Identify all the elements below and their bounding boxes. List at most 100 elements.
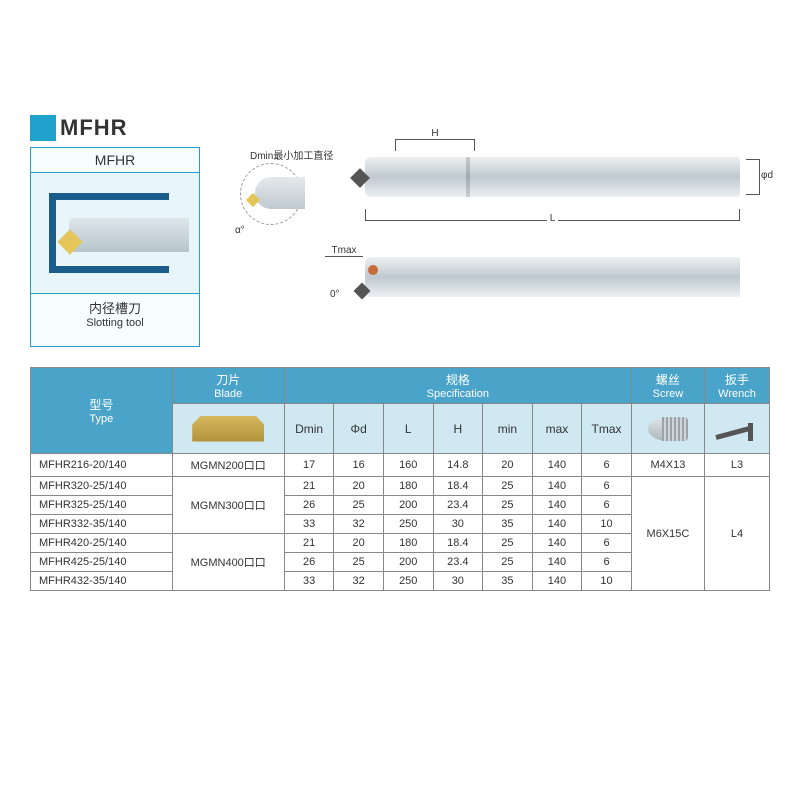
spec-col-0: Dmin	[284, 404, 334, 454]
cell-spec: 35	[483, 572, 533, 591]
cell-spec: 18.4	[433, 477, 483, 496]
col-wrench-cn: 扳手	[707, 371, 767, 388]
cell-spec: 10	[582, 572, 632, 591]
col-spec-cn: 规格	[287, 371, 629, 388]
cell-spec: 140	[532, 553, 582, 572]
schematic-box: MFHR 内径槽刀 Slotting tool	[30, 147, 200, 347]
cell-spec: 200	[383, 496, 433, 515]
cell-wrench: L4	[705, 477, 770, 591]
cell-type: MFHR332-35/140	[31, 515, 173, 534]
cell-type: MFHR216-20/140	[31, 454, 173, 477]
spec-col-4: min	[483, 404, 533, 454]
spec-table: 型号 Type 刀片 Blade 规格 Specification 螺丝 Scr…	[30, 367, 770, 591]
cell-spec: 32	[334, 572, 384, 591]
bar2-screw-dot	[368, 265, 378, 275]
col-type-en: Type	[33, 413, 170, 425]
col-spec-header: 规格 Specification	[284, 368, 631, 404]
screw-image-cell	[631, 404, 704, 454]
spec-col-1: Φd	[334, 404, 384, 454]
cell-spec: 30	[433, 515, 483, 534]
dmin-label: Dmin最小加工直径	[250, 147, 333, 162]
spec-col-5: max	[532, 404, 582, 454]
cell-spec: 32	[334, 515, 384, 534]
cell-spec: 140	[532, 454, 582, 477]
cell-spec: 140	[532, 515, 582, 534]
dimension-d-label: φd	[761, 170, 773, 181]
cell-spec: 6	[582, 553, 632, 572]
cell-spec: 25	[483, 496, 533, 515]
cell-spec: 26	[284, 553, 334, 572]
dimension-l-label: L	[547, 213, 559, 224]
cell-spec: 250	[383, 572, 433, 591]
col-screw-header: 螺丝 Screw	[631, 368, 704, 404]
cell-spec: 250	[383, 515, 433, 534]
cell-spec: 25	[483, 534, 533, 553]
schematic-footer-en: Slotting tool	[35, 317, 195, 329]
cell-spec: 23.4	[433, 496, 483, 515]
cell-spec: 17	[284, 454, 334, 477]
cell-spec: 25	[334, 553, 384, 572]
cell-spec: 6	[582, 477, 632, 496]
technical-drawings: Dmin最小加工直径 α° H L φd Tmax 0°	[230, 147, 770, 347]
schematic-footer-cn: 内径槽刀	[35, 298, 195, 317]
cell-type: MFHR420-25/140	[31, 534, 173, 553]
spec-col-2: L	[383, 404, 433, 454]
cell-blade: MGMN200口口	[172, 454, 284, 477]
tool-body-illustration	[69, 218, 189, 252]
alpha-label: α°	[235, 225, 245, 236]
col-wrench-en: Wrench	[707, 388, 767, 400]
col-type-cn: 型号	[33, 396, 170, 413]
spec-table-body: MFHR216-20/140MGMN200口口171616014.8201406…	[31, 454, 770, 591]
upper-section: MFHR 内径槽刀 Slotting tool Dmin最小加工直径 α° H …	[30, 147, 770, 347]
col-type-header: 型号 Type	[31, 368, 173, 454]
cell-spec: 20	[483, 454, 533, 477]
title-block	[30, 115, 56, 141]
cell-screw: M4X13	[631, 454, 704, 477]
cell-wrench: L3	[705, 454, 770, 477]
cell-spec: 6	[582, 454, 632, 477]
schematic-image	[31, 173, 199, 293]
blade-icon	[192, 416, 264, 442]
spec-col-6: Tmax	[582, 404, 632, 454]
cell-blade: MGMN300口口	[172, 477, 284, 534]
cell-spec: 26	[284, 496, 334, 515]
cell-spec: 23.4	[433, 553, 483, 572]
cell-spec: 180	[383, 477, 433, 496]
cell-spec: 16	[334, 454, 384, 477]
dimension-d: φd	[746, 159, 760, 195]
cell-spec: 140	[532, 496, 582, 515]
blade-image-cell	[172, 404, 284, 454]
wrench-icon	[716, 415, 758, 443]
cell-spec: 25	[483, 553, 533, 572]
col-screw-en: Screw	[634, 388, 702, 400]
cell-spec: 6	[582, 534, 632, 553]
cell-spec: 160	[383, 454, 433, 477]
cell-spec: 20	[334, 534, 384, 553]
screw-icon	[648, 417, 688, 441]
cell-spec: 10	[582, 515, 632, 534]
col-blade-header: 刀片 Blade	[172, 368, 284, 404]
zero-degree-label: 0°	[330, 289, 340, 300]
table-row: MFHR320-25/140MGMN300口口212018018.4251406…	[31, 477, 770, 496]
cell-spec: 33	[284, 515, 334, 534]
title-text: MFHR	[60, 115, 128, 141]
cell-spec: 140	[532, 534, 582, 553]
cell-spec: 25	[483, 477, 533, 496]
cell-type: MFHR320-25/140	[31, 477, 173, 496]
cell-type: MFHR425-25/140	[31, 553, 173, 572]
col-screw-cn: 螺丝	[634, 371, 702, 388]
boring-bar-top-view	[365, 157, 740, 197]
cell-type: MFHR325-25/140	[31, 496, 173, 515]
tmax-label: Tmax	[325, 245, 363, 257]
cell-spec: 200	[383, 553, 433, 572]
table-row: MFHR216-20/140MGMN200口口171616014.8201406…	[31, 454, 770, 477]
cell-spec: 6	[582, 496, 632, 515]
col-blade-cn: 刀片	[175, 371, 282, 388]
cell-spec: 140	[532, 572, 582, 591]
cell-screw: M6X15C	[631, 477, 704, 591]
title-row: MFHR	[30, 115, 770, 141]
cell-spec: 14.8	[433, 454, 483, 477]
dimension-h: H	[395, 139, 475, 151]
dimension-l: L	[365, 209, 740, 221]
col-spec-en: Specification	[287, 388, 629, 400]
